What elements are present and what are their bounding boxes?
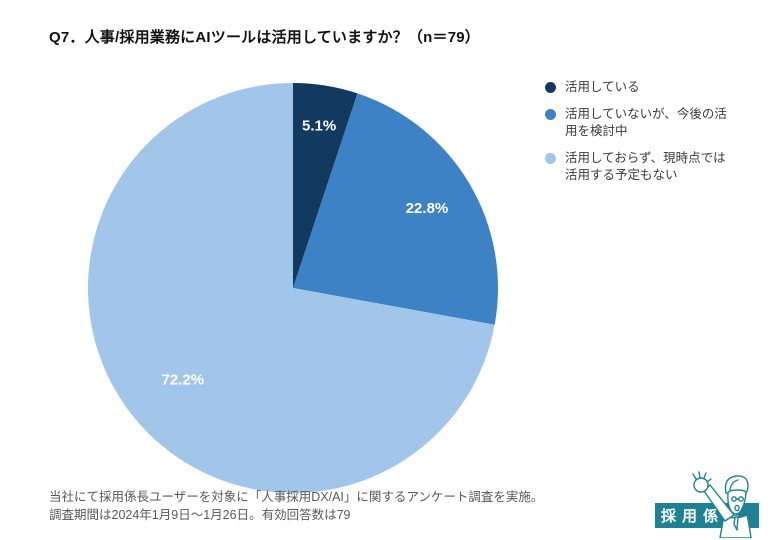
pie-chart: 5.1% 22.8% 72.2% xyxy=(88,83,498,493)
pie-slice-value-label-2: 72.2% xyxy=(162,371,205,388)
pie-slice-2 xyxy=(88,83,495,493)
chart-title: Q7．人事/採用業務にAIツールは活用していますか？（n＝79） xyxy=(49,29,480,46)
legend-item-using: 活用している xyxy=(545,79,773,96)
survey-note-line2: 調査期間は2024年1月9日〜1月26日。有効回答数は79 xyxy=(49,508,351,522)
legend: 活用している 活用していないが、今後の活用を検討中 活用しておらず、現時点では活… xyxy=(545,79,773,194)
pie-slice-1 xyxy=(293,93,498,325)
legend-swatch-no-plan xyxy=(545,153,556,164)
legend-swatch-using xyxy=(545,82,556,93)
legend-item-considering: 活用していないが、今後の活用を検討中 xyxy=(545,106,773,140)
legend-label-considering: 活用していないが、今後の活用を検討中 xyxy=(565,107,727,138)
survey-note-line1: 当社にて採用係長ユーザーを対象に「人事採用DX/AI」に関するアンケート調査を実… xyxy=(49,490,544,504)
legend-item-no-plan: 活用しておらず、現時点では活用する予定もない xyxy=(545,150,773,184)
legend-label-no-plan: 活用しておらず、現時点では活用する予定もない xyxy=(565,151,726,182)
legend-label-using: 活用している xyxy=(565,80,640,94)
survey-note: 当社にて採用係長ユーザーを対象に「人事採用DX/AI」に関するアンケート調査を実… xyxy=(49,488,543,524)
saiyo-kakaricho-logo: 採用係長 xyxy=(655,471,759,538)
pie-slice-0 xyxy=(293,83,358,288)
legend-swatch-considering xyxy=(545,109,556,120)
mascot-illustration xyxy=(692,471,752,538)
pie-slice-value-label-1: 22.8% xyxy=(406,200,449,217)
pie-slice-value-label-0: 5.1% xyxy=(302,118,336,135)
